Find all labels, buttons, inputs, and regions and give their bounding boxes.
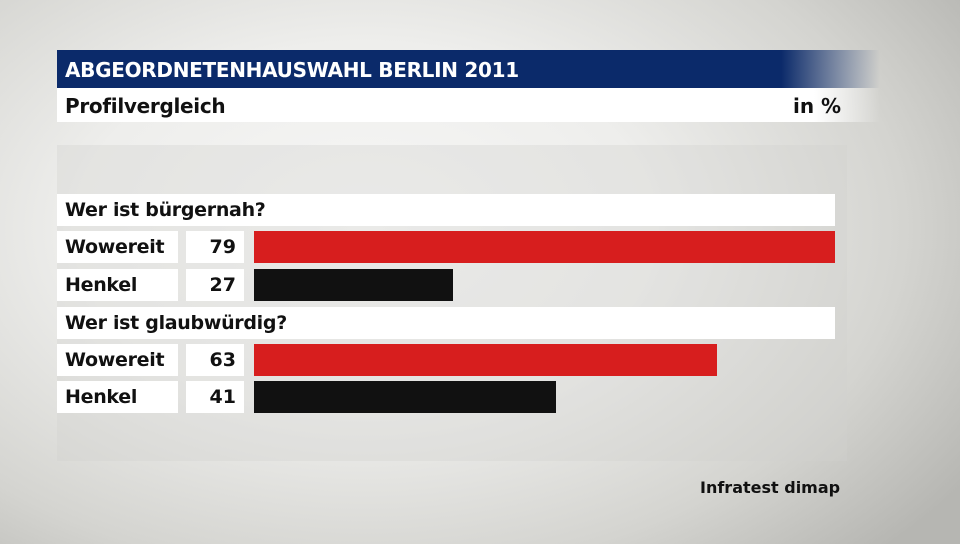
row-name: Wowereit xyxy=(65,236,165,258)
bar-wowereit-buergernah xyxy=(254,231,835,263)
data-label: 79 xyxy=(209,236,236,258)
bar-henkel-glaubwuerdig xyxy=(254,381,556,413)
row-name-box: Henkel xyxy=(57,381,178,413)
unit-label: in % xyxy=(793,94,842,118)
row-value-box: 63 xyxy=(186,344,244,376)
row-name: Henkel xyxy=(65,274,138,296)
subtitle-bar: Profilvergleich in % xyxy=(57,88,880,122)
bar-henkel-buergernah xyxy=(254,269,453,301)
title-bar: ABGEORDNETENHAUSWAHL BERLIN 2011 xyxy=(57,50,880,88)
question-label: Wer ist bürgernah? xyxy=(65,199,266,221)
chart-title: ABGEORDNETENHAUSWAHL BERLIN 2011 xyxy=(65,58,519,82)
question-box: Wer ist glaubwürdig? xyxy=(57,307,835,339)
row-name-box: Wowereit xyxy=(57,344,178,376)
row-value-box: 27 xyxy=(186,269,244,301)
row-name-box: Wowereit xyxy=(57,231,178,263)
bar-wowereit-glaubwuerdig xyxy=(254,344,717,376)
data-label: 41 xyxy=(209,386,236,408)
row-name: Henkel xyxy=(65,386,138,408)
row-value-box: 41 xyxy=(186,381,244,413)
source-label: Infratest dimap xyxy=(700,478,841,497)
data-label: 27 xyxy=(209,274,236,296)
row-name-box: Henkel xyxy=(57,269,178,301)
data-label: 63 xyxy=(209,349,236,371)
chart-subtitle: Profilvergleich xyxy=(65,94,226,118)
question-label: Wer ist glaubwürdig? xyxy=(65,312,287,334)
row-name: Wowereit xyxy=(65,349,165,371)
chart-area xyxy=(57,145,847,461)
row-value-box: 79 xyxy=(186,231,244,263)
question-box: Wer ist bürgernah? xyxy=(57,194,835,226)
